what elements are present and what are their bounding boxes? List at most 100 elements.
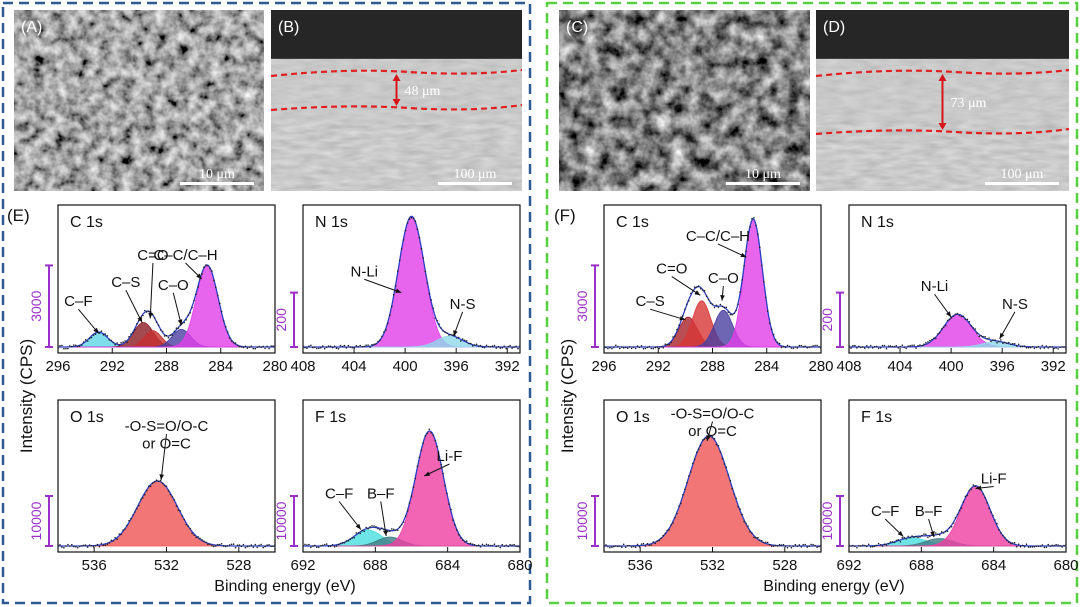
data-point: [108, 542, 111, 544]
data-point: [678, 324, 680, 327]
data-point: [308, 345, 310, 347]
data-point: [1008, 341, 1010, 344]
data-point: [666, 343, 668, 346]
spectrum-title: N 1s: [315, 214, 348, 231]
x-tick-label: 284: [208, 358, 233, 375]
peak-component: [604, 309, 821, 348]
data-point: [646, 542, 649, 545]
data-point: [1041, 344, 1044, 347]
plot-area: [303, 215, 520, 350]
data-point: [505, 544, 508, 547]
data-point: [893, 541, 896, 544]
arrow-head-down: [392, 99, 401, 106]
data-point: [1027, 346, 1030, 349]
data-point: [452, 334, 454, 336]
peak-label: Li-F: [981, 471, 1007, 488]
data-point: [475, 343, 478, 346]
peak-label: -O-S=O/O-C: [125, 418, 209, 435]
scale-bar: [726, 182, 800, 185]
data-point: [611, 347, 613, 350]
sem-top-dark: [271, 10, 522, 59]
pointer-head: [720, 295, 725, 301]
data-point: [1057, 348, 1059, 350]
data-point: [881, 545, 884, 547]
data-point: [138, 504, 140, 507]
data-point: [61, 546, 63, 548]
data-point: [335, 347, 338, 350]
pointer-head: [196, 273, 202, 279]
data-point: [751, 217, 753, 220]
data-point: [406, 222, 409, 224]
data-point: [877, 347, 880, 350]
spectrum-title: F 1s: [861, 409, 892, 426]
data-point: [850, 347, 852, 349]
data-point: [90, 545, 93, 547]
x-tick-label: 692: [290, 557, 315, 574]
x-tick-label: 680: [507, 557, 532, 574]
data-point: [966, 494, 969, 497]
data-point: [960, 315, 963, 318]
spectrum-title: C 1s: [616, 214, 649, 231]
data-point: [144, 309, 146, 312]
data-point: [473, 344, 476, 346]
data-point: [697, 285, 700, 287]
data-point: [866, 345, 868, 347]
data-point: [341, 345, 344, 348]
x-tick-label: 536: [82, 557, 107, 574]
data-point: [759, 539, 761, 541]
data-point: [272, 545, 274, 547]
data-point: [808, 346, 810, 349]
data-point: [692, 462, 694, 465]
data-point: [394, 285, 397, 287]
data-point: [871, 545, 874, 548]
data-point: [648, 345, 651, 348]
data-point: [686, 303, 688, 306]
data-point: [693, 458, 696, 461]
data-point: [690, 292, 692, 295]
data-point: [772, 333, 775, 336]
data-point: [240, 545, 243, 548]
data-point: [432, 307, 435, 310]
data-point: [695, 286, 698, 288]
data-point: [147, 485, 150, 488]
data-point: [440, 463, 442, 466]
data-point: [465, 540, 468, 542]
data-point: [189, 312, 191, 314]
data-point: [181, 515, 184, 517]
data-point: [177, 509, 180, 511]
data-point: [911, 344, 913, 347]
data-point: [175, 327, 178, 330]
peak-label: -O-S=O/O-C: [671, 406, 755, 423]
data-point: [619, 347, 621, 350]
data-point: [990, 511, 992, 513]
data-point: [753, 217, 755, 219]
data-point: [938, 332, 941, 334]
data-point: [414, 220, 417, 222]
data-point: [220, 543, 223, 545]
data-point: [304, 543, 306, 546]
data-point: [854, 344, 856, 347]
data-point: [240, 346, 243, 348]
data-point: [858, 544, 860, 547]
data-point: [964, 495, 967, 498]
data-point: [1049, 545, 1051, 547]
x-tick-label: 536: [628, 557, 653, 574]
data-point: [416, 228, 419, 231]
data-point: [136, 323, 138, 325]
data-point: [903, 536, 905, 539]
data-point: [80, 344, 83, 346]
data-point: [988, 337, 990, 339]
sem-panel: [271, 10, 522, 191]
data-point: [605, 346, 607, 349]
data-point: [392, 293, 395, 296]
data-point: [102, 544, 105, 547]
data-point: [757, 233, 759, 235]
data-point: [126, 524, 128, 527]
data-point: [624, 546, 627, 549]
data-point: [124, 528, 126, 530]
data-point: [1051, 544, 1053, 547]
data-point: [1047, 347, 1049, 349]
sem-panel-label: (C): [566, 19, 588, 36]
data-point: [75, 344, 77, 347]
data-point: [626, 347, 629, 350]
